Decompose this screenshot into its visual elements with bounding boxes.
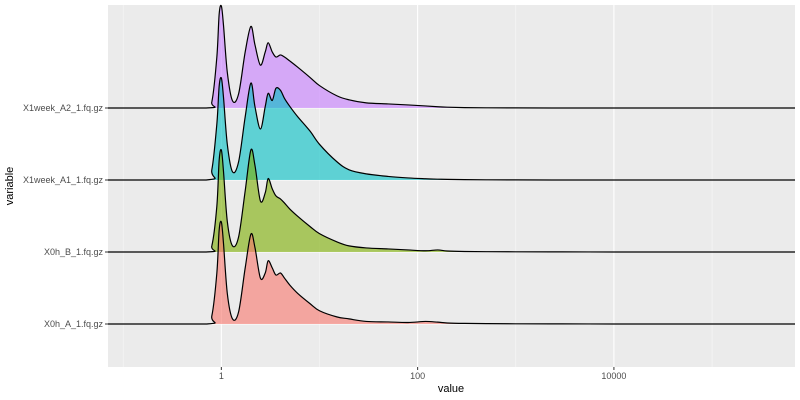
- x-axis: 1 100 10000: [219, 367, 626, 381]
- ridge-fill: [108, 149, 795, 252]
- ridge-line: [108, 220, 795, 325]
- x-tick-label: 100: [410, 371, 425, 381]
- ridge-X1week_A2_1.fq.gz: [107, 4, 795, 109]
- x-axis-title: value: [438, 383, 464, 395]
- y-tick-label: X0h_A_1.fq.gz: [44, 319, 104, 329]
- ridge-fill: [108, 5, 795, 108]
- y-axis: X0h_A_1.fq.gz X0h_B_1.fq.gz X1week_A1_1.fq…: [23, 103, 108, 329]
- ridge-line: [108, 148, 795, 253]
- plot-panel: [108, 5, 795, 367]
- ridge-line: [107, 4, 795, 109]
- y-tick-label: X1week_A2_1.fq.gz: [23, 103, 104, 113]
- y-tick-label: X1week_A1_1.fq.gz: [23, 175, 104, 185]
- ridge-layer: [107, 4, 795, 325]
- ridge-fill: [108, 221, 795, 324]
- ridge-X0h_B_1.fq.gz: [108, 148, 795, 253]
- ridge-X1week_A1_1.fq.gz: [108, 76, 795, 181]
- x-tick-label: 1: [219, 371, 224, 381]
- y-tick-label: X0h_B_1.fq.gz: [44, 247, 104, 257]
- ridge-line: [108, 76, 795, 181]
- x-tick-label: 10000: [601, 371, 626, 381]
- ridge-X0h_A_1.fq.gz: [108, 220, 795, 325]
- ridge-fill: [108, 77, 795, 180]
- y-axis-title: variable: [4, 167, 16, 206]
